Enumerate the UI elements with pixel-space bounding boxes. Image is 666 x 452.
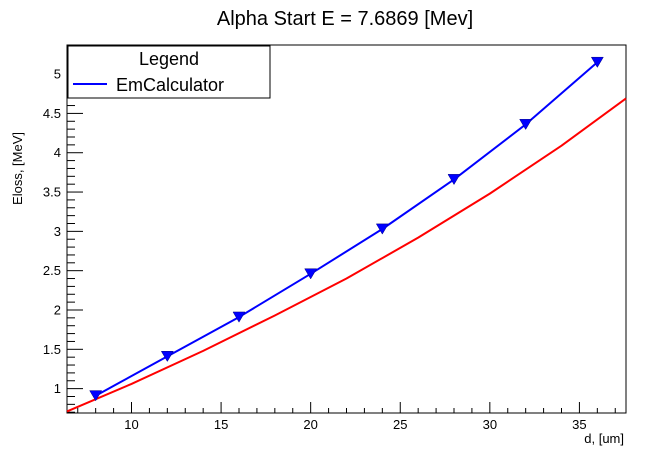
x-tick-label: 20 xyxy=(303,417,317,432)
y-tick-label: 2 xyxy=(54,302,61,317)
y-tick-label: 4 xyxy=(54,145,61,160)
data-point-marker xyxy=(375,223,389,235)
series-layer xyxy=(66,56,627,413)
y-tick-label: 2.5 xyxy=(43,263,61,278)
y-tick-label: 3.5 xyxy=(43,185,61,200)
data-point-marker xyxy=(519,119,533,131)
y-tick-label: 1 xyxy=(54,381,61,396)
chart-title: Alpha Start E = 7.6869 [Mev] xyxy=(217,8,473,30)
data-point-marker xyxy=(304,268,318,280)
x-tick-label: 35 xyxy=(572,417,586,432)
data-point-marker xyxy=(89,390,103,402)
legend-box xyxy=(67,45,271,99)
series-line-fit xyxy=(66,97,627,413)
plot-frame xyxy=(66,44,627,414)
series-line-emcalculator xyxy=(95,61,598,397)
y-tick-label: 1.5 xyxy=(43,342,61,357)
data-point-marker xyxy=(232,311,246,323)
legend-entry-emcalculator: EmCalculator xyxy=(116,75,224,95)
y-tick-label: 3 xyxy=(54,224,61,239)
x-axis: 10 15 20 25 30 35 xyxy=(77,402,616,432)
data-point-marker xyxy=(590,56,604,68)
y-axis: 1 1.5 2 2.5 3 3.5 4 4.5 5 xyxy=(43,50,83,413)
legend: Legend EmCalculator xyxy=(67,45,271,99)
x-tick-label: 30 xyxy=(483,417,497,432)
y-axis-label: Eloss, [MeV] xyxy=(10,132,25,205)
legend-title: Legend xyxy=(139,49,199,69)
data-point-marker xyxy=(447,174,461,186)
y-tick-label: 4.5 xyxy=(43,106,61,121)
x-tick-label: 15 xyxy=(214,417,228,432)
data-point-marker xyxy=(160,351,174,362)
x-axis-label: d, [um] xyxy=(584,431,624,446)
x-tick-label: 10 xyxy=(124,417,138,432)
x-tick-label: 25 xyxy=(393,417,407,432)
y-tick-label: 5 xyxy=(54,67,61,82)
